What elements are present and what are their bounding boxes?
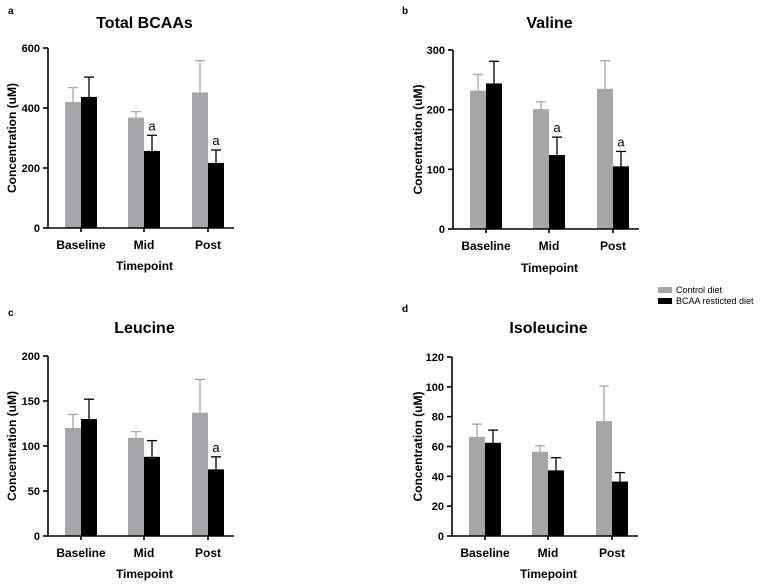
y-tick-label: 40 [432, 471, 444, 483]
significance-label-mid: a [553, 120, 561, 135]
chart-panel-a: a Total BCAAs a a 0 200 400 600 Baseline Mid Post T… [5, 6, 234, 273]
x-axis-label: Timepoint [116, 259, 173, 273]
y-axis-label: Concentration (uM) [5, 83, 19, 193]
y-tick-label: 0 [34, 531, 40, 543]
legend-label-control: Control diet [676, 285, 723, 295]
bar-post-series-2 [612, 481, 628, 536]
bar-post-series-2 [613, 166, 629, 229]
x-tick-label-post: Post [599, 546, 625, 560]
x-tick-label-post: Post [600, 239, 626, 253]
chart-panel-d: d Isoleucine 0 20 40 60 80 100 120 Baseline Mid Pos… [402, 304, 638, 581]
bar-mid-series-1 [532, 451, 548, 536]
x-tick-label-post: Post [195, 546, 221, 560]
x-axis-label: Timepoint [521, 261, 578, 275]
panel-letter: d [402, 304, 408, 315]
bar-post-series-2 [208, 162, 224, 228]
y-tick-label: 150 [22, 396, 40, 408]
bar-baseline-series-1 [65, 102, 81, 228]
y-tick-label: 0 [34, 223, 40, 235]
chart-panel-c: c Leucine a 0 50 100 150 200 Baseline Mid Post Time… [5, 308, 234, 581]
y-tick-label: 200 [22, 163, 40, 175]
x-tick-label-mid: Mid [134, 546, 155, 560]
bar-post-series-1 [192, 92, 208, 229]
y-tick-label: 200 [427, 105, 445, 117]
bar-baseline-series-1 [65, 428, 81, 536]
chart-title: Leucine [114, 320, 175, 337]
y-tick-label: 200 [22, 351, 40, 363]
y-axis-label: Concentration (uM) [411, 85, 425, 195]
y-tick-label: 100 [427, 164, 445, 176]
bar-mid-series-1 [533, 109, 549, 229]
y-tick-label: 80 [432, 412, 444, 424]
bar-mid-series-2 [144, 150, 160, 228]
bar-baseline-series-2 [81, 419, 97, 536]
significance-label-post: a [212, 440, 220, 455]
bar-post-series-2 [208, 469, 224, 536]
y-tick-label: 300 [427, 45, 445, 57]
x-tick-label-mid: Mid [539, 239, 560, 253]
y-tick-label: 600 [22, 43, 40, 55]
bar-baseline-series-1 [469, 436, 485, 536]
x-tick-label-post: Post [195, 238, 221, 252]
chart-panel-b: b Valine a a 0 100 200 300 Baseline Mid Post Timepo… [402, 6, 639, 275]
x-tick-label-baseline: Baseline [56, 546, 106, 560]
legend: Control diet BCAA resticted diet [658, 285, 754, 306]
panel-letter: c [8, 308, 14, 319]
y-tick-label: 0 [438, 531, 444, 543]
legend-label-bcaa-restricted: BCAA resticted diet [676, 296, 754, 306]
bar-baseline-series-2 [486, 83, 502, 229]
y-tick-label: 0 [439, 224, 445, 236]
x-tick-label-mid: Mid [538, 546, 559, 560]
significance-label-post: a [212, 133, 220, 148]
bar-baseline-series-2 [485, 442, 501, 536]
y-tick-label: 50 [28, 486, 40, 498]
chart-title: Total BCAAs [96, 15, 193, 32]
panel-letter: a [8, 6, 14, 17]
x-axis-label: Timepoint [520, 567, 577, 581]
significance-label-post: a [617, 134, 625, 149]
y-tick-label: 100 [426, 382, 444, 394]
y-tick-label: 400 [22, 103, 40, 115]
x-axis-label: Timepoint [116, 567, 173, 581]
y-tick-label: 100 [22, 441, 40, 453]
bar-post-series-1 [596, 421, 612, 536]
bar-mid-series-2 [549, 155, 565, 229]
legend-swatch-control [658, 287, 672, 293]
chart-title: Valine [526, 15, 572, 32]
bar-baseline-series-2 [81, 96, 97, 229]
legend-swatch-bcaa-restricted [658, 298, 672, 304]
bar-mid-series-1 [128, 117, 144, 228]
bar-mid-series-2 [144, 456, 160, 536]
panel-letter: b [402, 6, 408, 17]
x-tick-label-baseline: Baseline [56, 238, 106, 252]
x-tick-label-baseline: Baseline [460, 546, 510, 560]
y-tick-label: 120 [426, 352, 444, 364]
y-axis-label: Concentration (uM) [5, 391, 19, 501]
x-tick-label-baseline: Baseline [461, 239, 511, 253]
chart-title: Isoleucine [509, 320, 587, 337]
bar-mid-series-1 [128, 437, 144, 536]
y-axis-label: Concentration (uM) [411, 392, 425, 502]
bar-mid-series-2 [548, 470, 564, 536]
y-tick-label: 20 [432, 501, 444, 513]
bar-post-series-1 [192, 412, 208, 536]
bar-post-series-1 [597, 88, 613, 230]
y-tick-label: 60 [432, 442, 444, 454]
significance-label-mid: a [148, 118, 156, 133]
bar-baseline-series-1 [470, 90, 486, 229]
x-tick-label-mid: Mid [134, 238, 155, 252]
